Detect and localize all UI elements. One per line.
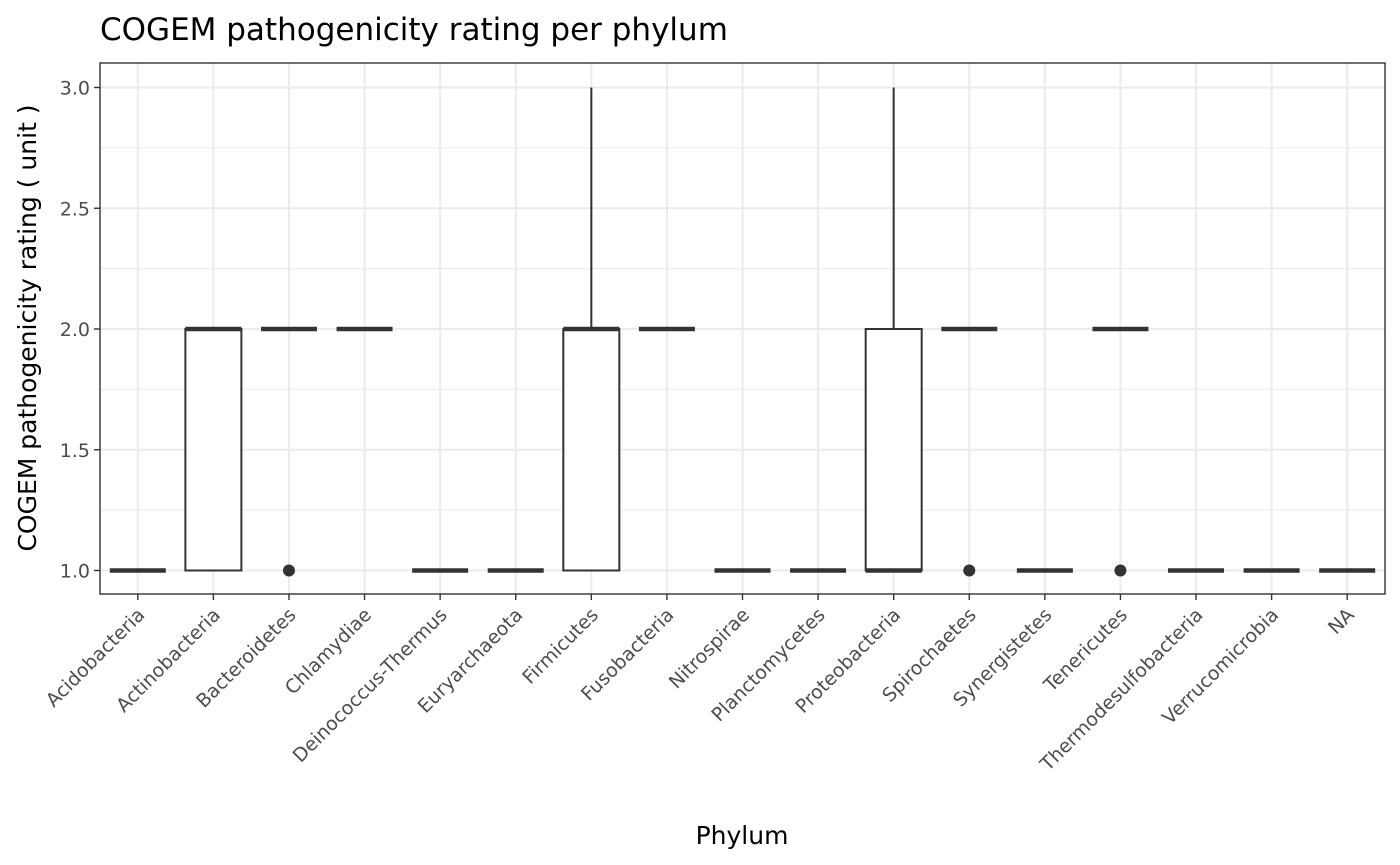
box-body xyxy=(864,328,923,572)
chart-title: COGEM pathogenicity rating per phylum xyxy=(100,12,728,48)
box-body xyxy=(184,328,243,572)
x-tick-label: Deinococcus-Thermus xyxy=(289,604,452,767)
outlier-point xyxy=(963,564,976,577)
box-bacteroidetes xyxy=(260,326,317,577)
y-axis: 1.0 1.5 2.0 2.5 3.0 xyxy=(60,78,100,583)
x-axis: AcidobacteriaActinobacteriaBacteroidetes… xyxy=(42,594,1359,776)
y-tick-label: 2.5 xyxy=(60,198,90,220)
box-body xyxy=(562,328,621,572)
box-proteobacteria xyxy=(864,87,923,573)
box-firmicutes xyxy=(562,87,621,572)
boxes xyxy=(109,87,1376,577)
box-spirochaetes xyxy=(941,326,998,577)
box-actinobacteria xyxy=(184,326,243,572)
outlier-point xyxy=(282,564,295,577)
y-tick-label: 1.5 xyxy=(60,440,90,462)
x-tick-label: NA xyxy=(1324,604,1359,639)
y-tick-label: 2.0 xyxy=(60,319,90,341)
y-axis-title: COGEM pathogenicity rating ( unit ) xyxy=(13,104,42,551)
outlier-point xyxy=(1114,564,1127,577)
y-tick-label: 1.0 xyxy=(60,561,90,583)
x-axis-title: Phylum xyxy=(696,821,789,850)
box-tenericutes xyxy=(1092,326,1149,577)
y-tick-label: 3.0 xyxy=(60,78,90,100)
